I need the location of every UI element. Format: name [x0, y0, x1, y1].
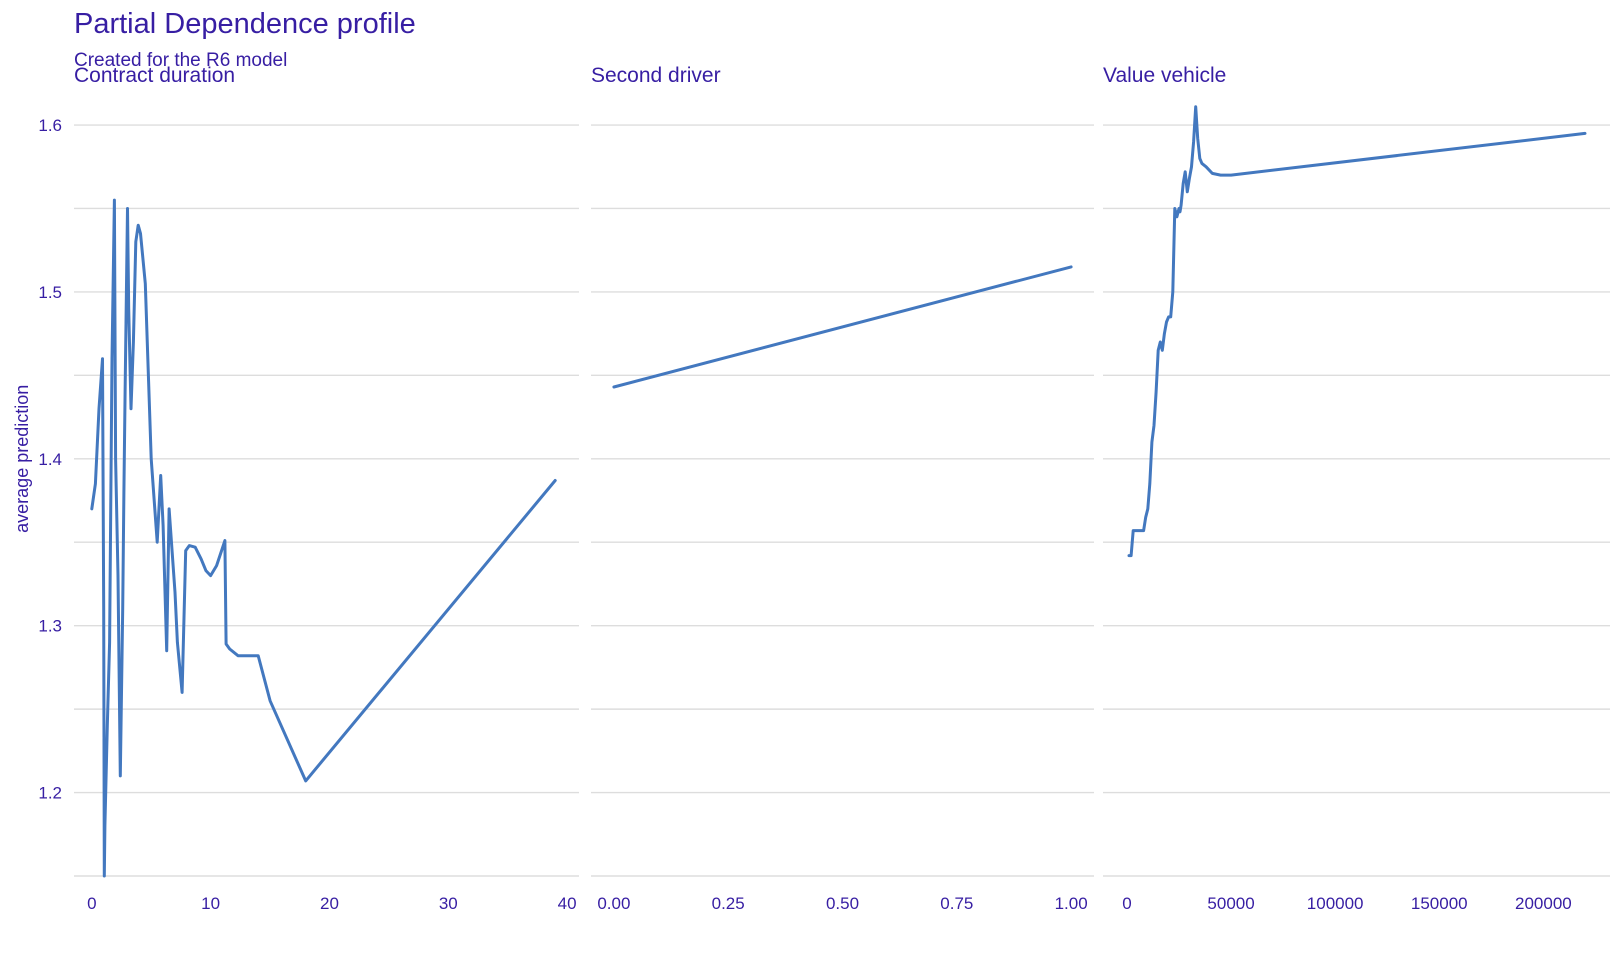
x-tick-label: 50000 [1207, 894, 1254, 913]
x-tick-label: 0.50 [826, 894, 859, 913]
x-tick-label: 200000 [1515, 894, 1572, 913]
panel-2: Second driver 0.00 0.25 0.50 0.75 1.00 [591, 64, 1094, 913]
x-tick-label: 30 [439, 894, 458, 913]
x-tick-label: 20 [320, 894, 339, 913]
x-tick-label: 1.00 [1055, 894, 1088, 913]
panel-title: Contract duration [74, 64, 235, 87]
y-axis-label: average prediction [12, 385, 32, 533]
profile-line [612, 265, 1073, 389]
x-tick-label: 0 [87, 894, 96, 913]
panel-3: Value vehicle 0 50000 100000 150000 200000 [1103, 64, 1610, 913]
panel-title: Value vehicle [1103, 64, 1226, 87]
profile-line [1127, 105, 1587, 558]
x-tick-label: 40 [558, 894, 577, 913]
x-tick-label: 0 [1122, 894, 1131, 913]
chart-title: Partial Dependence profile [74, 8, 416, 40]
panel-title: Second driver [591, 64, 721, 87]
x-tick-label: 10 [201, 894, 220, 913]
y-tick-label: 1.4 [38, 450, 62, 469]
y-tick-label: 1.5 [38, 283, 62, 302]
x-tick-label: 100000 [1307, 894, 1364, 913]
x-tick-label: 0.75 [940, 894, 973, 913]
chart-subtitle: Created for the R6 model [74, 50, 288, 71]
x-tick-label: 0.00 [597, 894, 630, 913]
x-tick-label: 0.25 [712, 894, 745, 913]
y-tick-label: 1.2 [38, 784, 62, 803]
panel-1: Contract duration 0 10 20 30 40 [74, 64, 579, 913]
x-tick-label: 150000 [1411, 894, 1468, 913]
y-tick-label: 1.3 [38, 617, 62, 636]
profile-line [90, 198, 557, 878]
y-tick-label: 1.6 [38, 116, 62, 135]
